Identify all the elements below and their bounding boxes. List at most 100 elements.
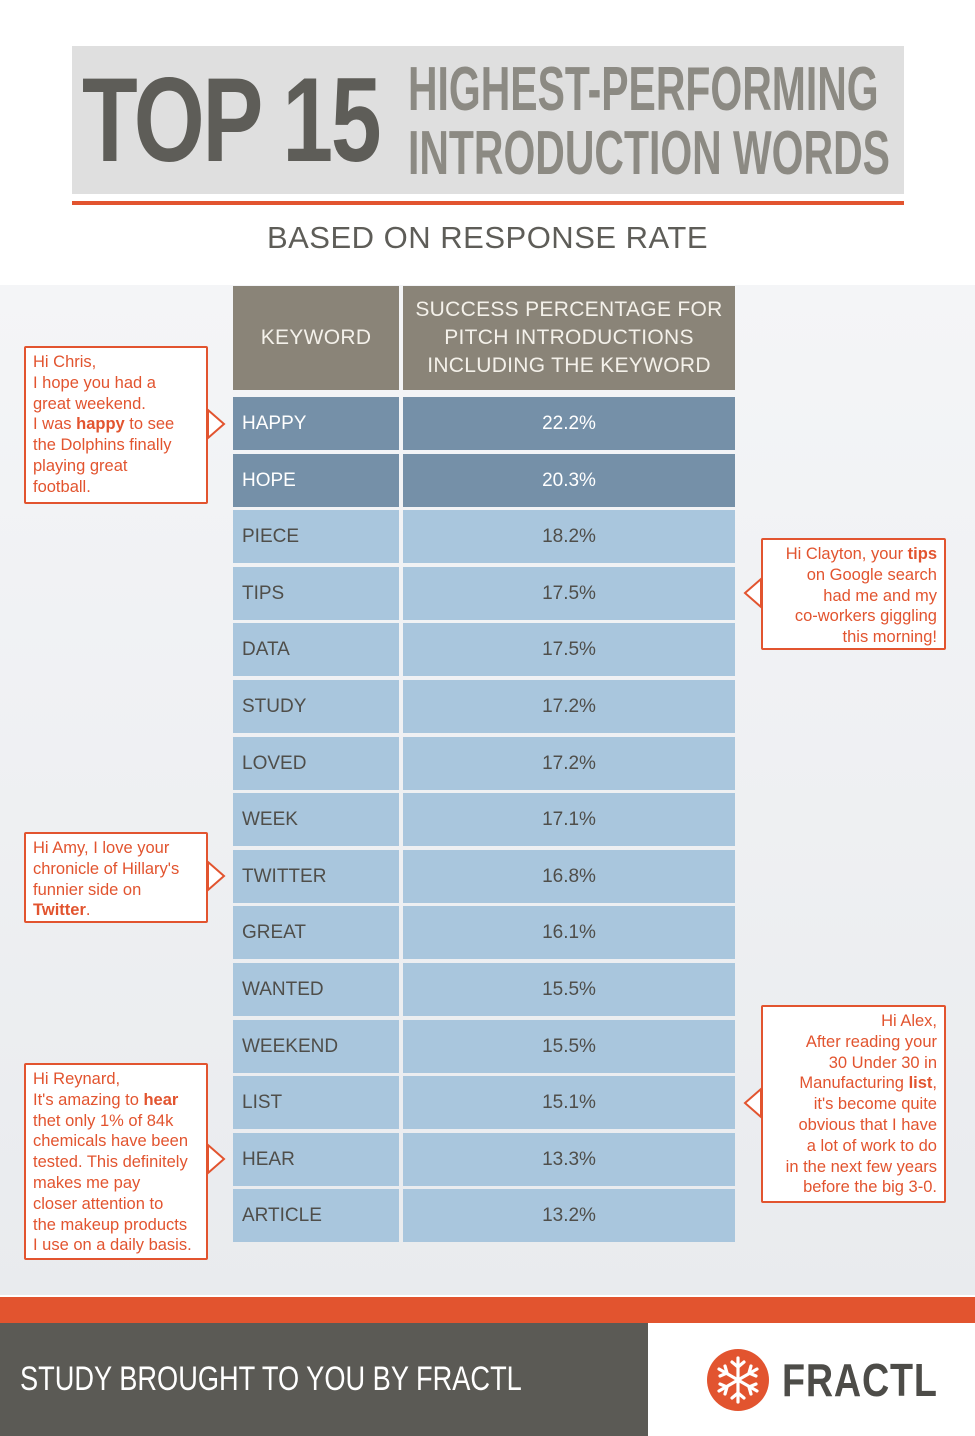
example-callout: Hi Clayton, your tips on Google search had… <box>761 538 946 650</box>
logo-wordmark: FRACTL <box>782 1354 938 1406</box>
keyword-cell: HEAR <box>233 1133 399 1186</box>
callout-line: Hi Clayton, your tips <box>770 544 937 565</box>
keyword-cell: GREAT <box>233 906 399 959</box>
callout-text: closer attention to <box>33 1194 164 1213</box>
percentage-cell: 16.8% <box>403 850 735 903</box>
example-callout: Hi Amy, I love your chronicle of Hillary'… <box>24 832 208 923</box>
callout-text: it's become quite <box>813 1095 937 1114</box>
callout-text: Manufacturing <box>799 1074 909 1093</box>
callout-text: makes me pay <box>33 1173 141 1192</box>
callout-text: on Google search <box>806 565 937 584</box>
percentage-cell: 13.3% <box>403 1133 735 1186</box>
callout-line: obvious that I have <box>770 1115 937 1136</box>
callout-line: a lot of work to do <box>770 1136 937 1157</box>
example-callout: Hi Chris, I hope you had a great weekend. I… <box>24 346 208 504</box>
callout-line: Manufacturing list, <box>770 1073 937 1094</box>
percentage-cell: 17.2% <box>403 737 735 790</box>
title-line-1: HIGHEST-PERFORMING <box>408 55 879 124</box>
callout-line: funnier side on <box>33 880 199 901</box>
callout-line: had me and my <box>770 586 937 607</box>
callout-line: Hi Chris, <box>33 352 199 373</box>
callout-line: Hi Alex, <box>770 1011 937 1032</box>
percentage-cell: 17.5% <box>403 623 735 676</box>
callout-line: the Dolphins finally <box>33 435 199 456</box>
callout-text: Hi Reynard, <box>33 1070 121 1088</box>
percentage-cell: 16.1% <box>403 906 735 959</box>
footer-credit-text: STUDY BROUGHT TO YOU BY FRACTL <box>20 1360 522 1398</box>
callout-pointer-icon <box>207 1143 226 1175</box>
callout-text: playing great <box>33 456 128 475</box>
header-pct-line-2: PITCH INTRODUCTIONS <box>444 326 694 349</box>
callout-text: Hi Chris, <box>33 353 97 371</box>
callout-line: makes me pay <box>33 1173 199 1194</box>
keyword-cell: PIECE <box>233 510 399 563</box>
callout-line: chemicals have been <box>33 1131 199 1152</box>
header-keyword: KEYWORD <box>233 286 399 390</box>
callout-text: obvious that I have <box>798 1115 937 1134</box>
footer-logo-panel <box>648 1323 975 1436</box>
callout-text: this morning! <box>842 628 937 647</box>
percentage-cell: 17.2% <box>403 680 735 733</box>
percentage-cell: 15.5% <box>403 963 735 1016</box>
callout-line: After reading your <box>770 1032 937 1053</box>
keyword-cell: ARTICLE <box>233 1189 399 1242</box>
callout-pointer-icon <box>743 577 762 609</box>
callout-line: Twitter. <box>33 900 199 921</box>
callout-text: After reading your <box>805 1032 937 1051</box>
keyword-cell: WEEK <box>233 793 399 846</box>
header-keyword-label: KEYWORD <box>260 326 372 349</box>
callout-line: the makeup products <box>33 1215 199 1236</box>
keyword-cell: DATA <box>233 623 399 676</box>
keyword-cell: LIST <box>233 1076 399 1129</box>
callout-line: It's amazing to hear <box>33 1090 199 1111</box>
keyword-cell: HOPE <box>233 454 399 507</box>
callout-line: tested. This definitely <box>33 1152 199 1173</box>
callout-text: Hi Alex, <box>881 1012 937 1030</box>
percentage-cell: 15.1% <box>403 1076 735 1129</box>
keyword-cell: HAPPY <box>233 397 399 450</box>
footer-credit-panel <box>0 1323 648 1436</box>
callout-pointer-icon <box>743 1087 762 1119</box>
header-percentage: SUCCESS PERCENTAGE FOR PITCH INTRODUCTIO… <box>403 286 735 390</box>
callout-line: thet only 1% of 84k <box>33 1111 199 1132</box>
callout-line: I use on a daily basis. <box>33 1235 199 1256</box>
callout-line: before the big 3-0. <box>770 1177 937 1198</box>
snowflake-icon <box>707 1349 769 1411</box>
callout-line: on Google search <box>770 565 937 586</box>
callout-text: funnier side on <box>33 880 142 899</box>
title-divider <box>72 201 904 205</box>
callout-keyword: Twitter <box>33 901 86 920</box>
callout-text: to see <box>124 415 175 434</box>
callout-text: I was <box>33 415 77 434</box>
example-callout: Hi Reynard, It's amazing to hear thet only… <box>24 1063 208 1260</box>
header-pct-line-1: SUCCESS PERCENTAGE FOR <box>415 298 723 321</box>
percentage-cell: 13.2% <box>403 1189 735 1242</box>
title-main: TOP 15 <box>82 53 382 187</box>
callout-line: I hope you had a <box>33 373 199 394</box>
callout-text: I hope you had a <box>33 373 156 392</box>
percentage-cell: 18.2% <box>403 510 735 563</box>
callout-line: great weekend. <box>33 394 199 415</box>
callout-line: chronicle of Hillary's <box>33 859 199 880</box>
keyword-cell: TWITTER <box>233 850 399 903</box>
keyword-cell: LOVED <box>233 737 399 790</box>
header-pct-line-3: INCLUDING THE KEYWORD <box>427 354 711 377</box>
footer-stripe <box>0 1297 975 1323</box>
callout-text: co-workers giggling <box>794 607 937 626</box>
callout-keyword: hear <box>143 1090 179 1109</box>
percentage-cell: 20.3% <box>403 454 735 507</box>
callout-text: , <box>932 1074 937 1093</box>
callout-line: football. <box>33 477 199 498</box>
callout-text: the makeup products <box>33 1215 188 1234</box>
keyword-cell: WEEKEND <box>233 1020 399 1073</box>
callout-keyword: tips <box>907 545 937 563</box>
callout-text: . <box>85 901 91 920</box>
keyword-cell: STUDY <box>233 680 399 733</box>
callout-line: closer attention to <box>33 1194 199 1215</box>
title-banner <box>72 46 904 194</box>
subtitle: BASED ON RESPONSE RATE <box>266 220 709 255</box>
example-callout: Hi Alex, After reading your 30 Under 30 in… <box>761 1005 946 1203</box>
keyword-cell: TIPS <box>233 567 399 620</box>
percentage-cell: 15.5% <box>403 1020 735 1073</box>
callout-text: It's amazing to <box>33 1090 144 1109</box>
